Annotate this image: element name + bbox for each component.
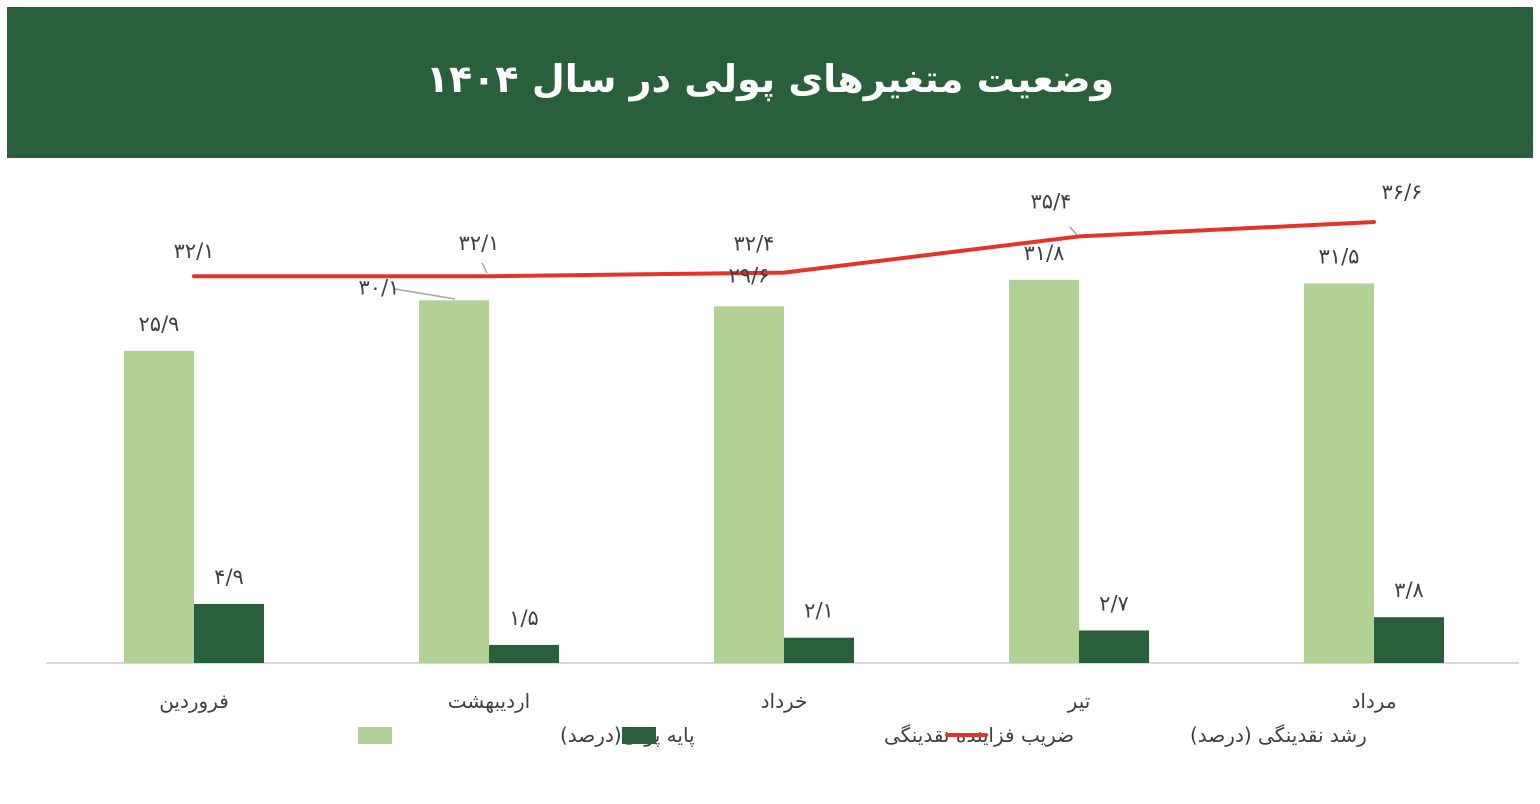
bar-multiplier <box>194 603 264 663</box>
data-label-multiplier: ۲/۷ <box>1099 591 1129 615</box>
data-label-base-money: ۲۵/۹ <box>139 312 180 336</box>
data-label-liquidity-growth: ۳۲/۴ <box>734 232 775 256</box>
data-label-multiplier: ۳/۸ <box>1394 578 1424 602</box>
category-label: اردیبهشت <box>448 689 530 713</box>
data-label-liquidity-growth: ۳۵/۴ <box>1031 189 1072 213</box>
category-labels: فروردین اردیبهشت خرداد تیر مرداد <box>159 689 1396 713</box>
category-label: تیر <box>1067 689 1091 713</box>
legend-swatch-multiplier <box>622 727 656 744</box>
bar-base-money <box>714 306 784 663</box>
legend: پایه پولی(درصد) ضریب فزاینده نقدینگی رشد… <box>358 723 1367 748</box>
data-label-multiplier: ۲/۱ <box>804 599 834 623</box>
leader-lines <box>394 226 1078 300</box>
bar-multiplier <box>784 637 854 663</box>
bar-base-money <box>124 350 194 663</box>
data-label-base-money: ۳۱/۵ <box>1319 244 1360 268</box>
data-label-multiplier: ۱/۵ <box>509 606 539 630</box>
bar-multiplier <box>1079 630 1149 663</box>
category-label: خرداد <box>761 689 808 713</box>
data-label-multiplier: ۴/۹ <box>214 565 244 589</box>
data-labels: ۲۵/۹ ۴/۹ ۳۲/۱ ۳۰/۱ ۱/۵ ۳۲/۱ ۲۹/۶ ۲/۱ ۳۲/۴ ۳۱/۸ ۲/۷… <box>139 180 1424 630</box>
data-label-base-money: ۳۱/۸ <box>1024 241 1065 265</box>
bar-series-group <box>124 279 1444 663</box>
bar-base-money <box>1304 283 1374 663</box>
data-label-liquidity-growth: ۳۲/۱ <box>459 231 500 255</box>
category-label: فروردین <box>159 689 229 713</box>
data-label-liquidity-growth: ۳۶/۶ <box>1382 180 1423 204</box>
legend-swatch-base-money <box>358 727 392 744</box>
bar-base-money <box>419 300 489 663</box>
liquidity-growth-line <box>192 219 1376 279</box>
data-label-base-money: ۳۰/۱ <box>359 275 400 299</box>
bar-base-money <box>1009 279 1079 663</box>
category-label: مرداد <box>1351 689 1396 713</box>
data-label-liquidity-growth: ۳۲/۱ <box>174 239 215 263</box>
bar-multiplier <box>489 644 559 663</box>
data-label-base-money: ۲۹/۶ <box>729 263 770 287</box>
chart-title: وضعیت متغیرهای پولی در سال ۱۴۰۴ <box>425 57 1115 101</box>
chart-header: وضعیت متغیرهای پولی در سال ۱۴۰۴ <box>7 7 1533 158</box>
legend-label-liquidity-growth: رشد نقدینگی (درصد) <box>1190 723 1367 747</box>
bar-multiplier <box>1374 617 1444 663</box>
